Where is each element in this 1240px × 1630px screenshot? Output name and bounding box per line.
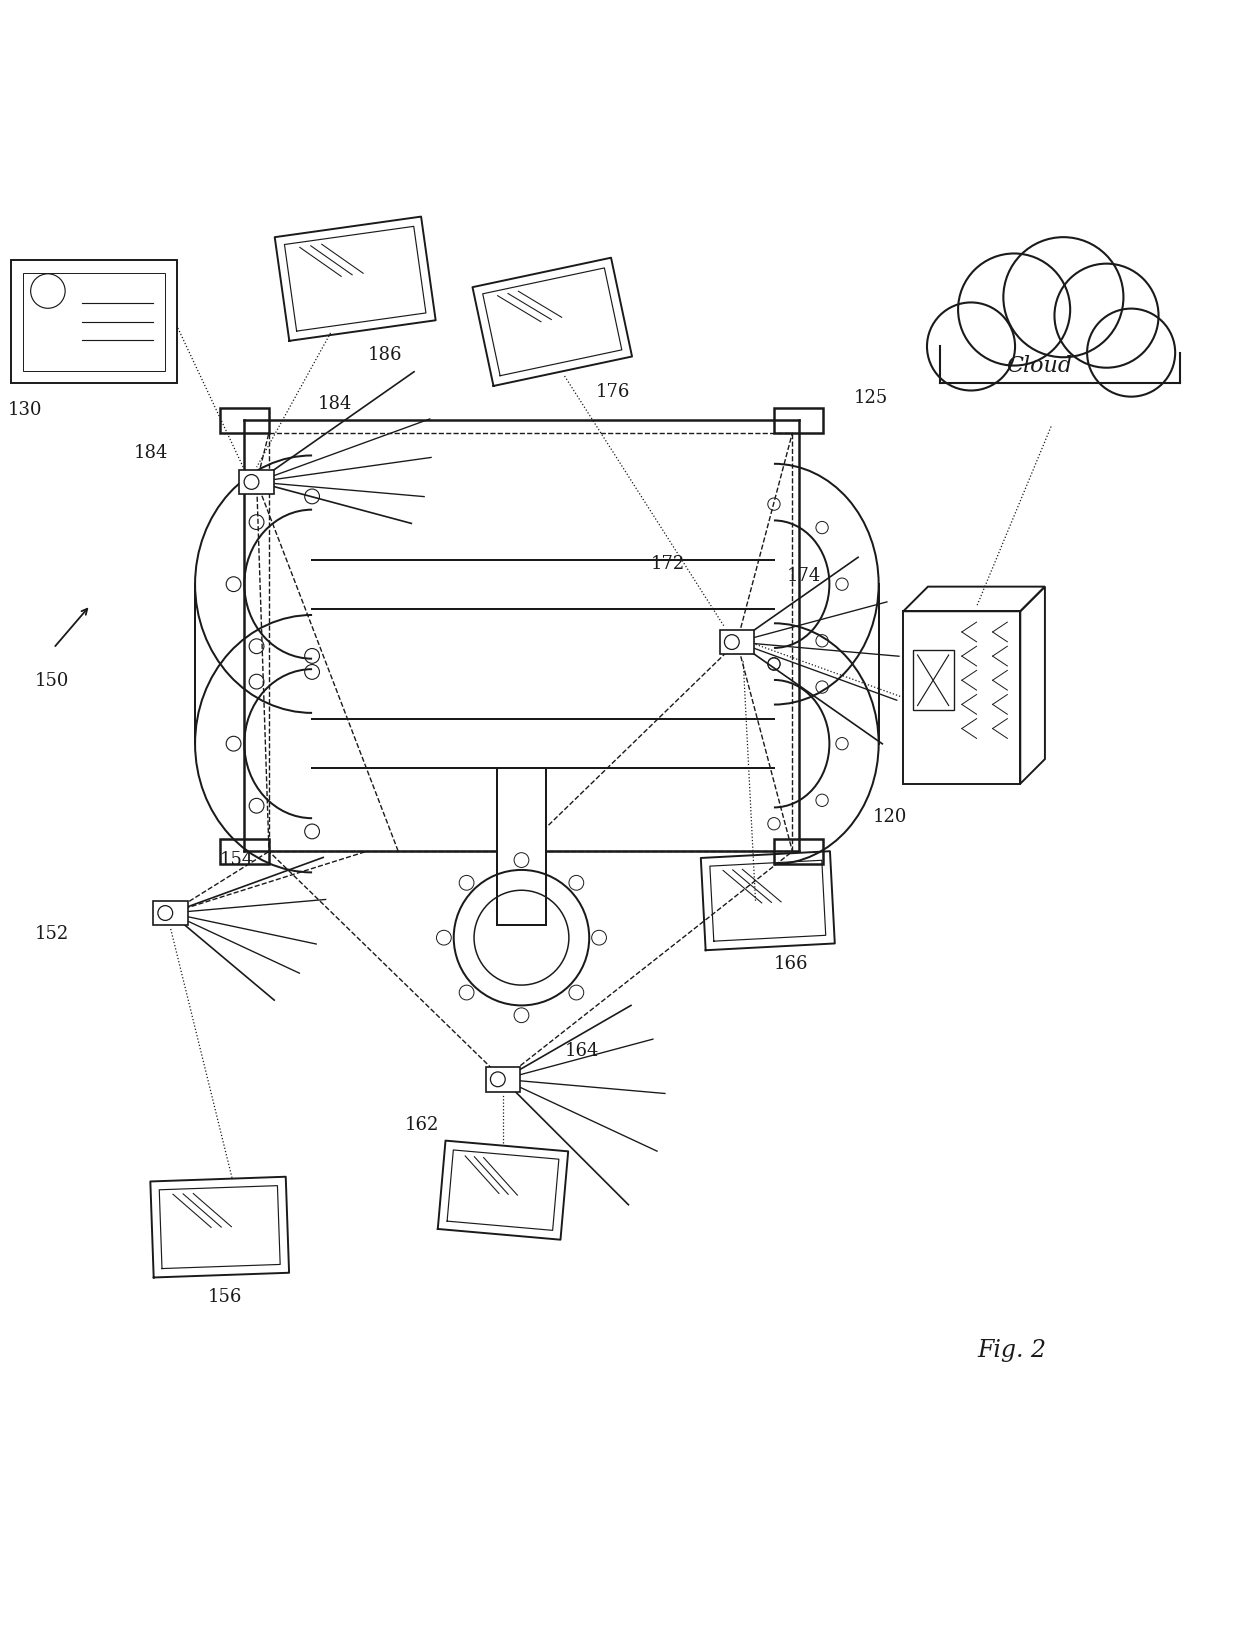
Polygon shape [928,341,1187,403]
Text: Fig. 2: Fig. 2 [977,1338,1047,1361]
Circle shape [1054,264,1158,368]
Circle shape [959,254,1070,367]
Text: 176: 176 [595,383,630,401]
Text: 154: 154 [219,851,254,869]
Text: 156: 156 [207,1288,242,1306]
Circle shape [1003,238,1123,359]
Text: 172: 172 [651,554,684,572]
Circle shape [491,1073,505,1087]
Text: 125: 125 [854,388,888,406]
Text: 152: 152 [35,924,69,942]
Text: 130: 130 [7,401,42,419]
Text: 184: 184 [134,443,167,461]
Text: Cloud: Cloud [1006,355,1071,377]
Polygon shape [154,901,187,926]
Circle shape [928,303,1016,391]
Text: 120: 120 [873,807,906,825]
Circle shape [244,476,259,491]
Text: 162: 162 [404,1115,439,1133]
Text: 150: 150 [35,672,69,689]
Circle shape [1087,310,1176,398]
Circle shape [724,636,739,650]
Circle shape [157,906,172,921]
Text: 164: 164 [564,1042,599,1060]
Polygon shape [239,471,274,496]
Text: 184: 184 [319,394,352,412]
Text: 186: 186 [367,346,402,363]
Text: 174: 174 [786,567,821,585]
Text: 166: 166 [774,955,808,973]
Polygon shape [497,769,546,926]
Polygon shape [486,1068,521,1092]
Polygon shape [719,631,754,655]
